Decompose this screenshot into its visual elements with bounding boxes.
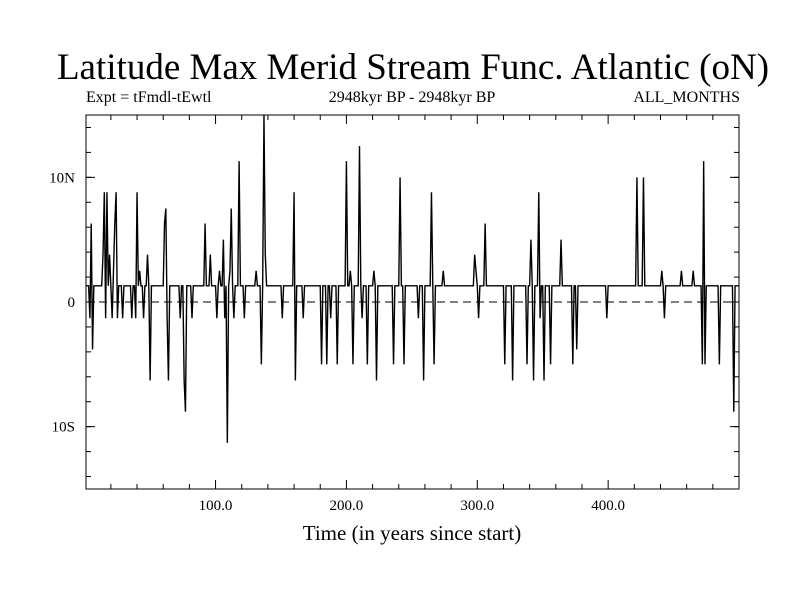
months-label: ALL_MONTHS xyxy=(633,89,740,106)
axis-ticks xyxy=(86,115,739,489)
x-axis-label: Time (in years since start) xyxy=(302,521,522,545)
y-tick-label: 0 xyxy=(68,295,76,311)
chart-title: Latitude Max Merid Stream Func. Atlantic… xyxy=(56,47,770,88)
x-tick-label: 200.0 xyxy=(330,498,364,514)
y-tick-label: 10N xyxy=(49,170,75,186)
period-label: 2948kyr BP - 2948kyr BP xyxy=(328,89,496,106)
axis-tick-labels: 100.0 200.0 300.0 400.0 10N 0 10S xyxy=(49,170,625,514)
data-series xyxy=(86,114,739,443)
experiment-label: Expt = tFmdl-tEwtl xyxy=(86,89,212,106)
series-line xyxy=(86,114,739,443)
x-tick-label: 400.0 xyxy=(591,498,625,514)
x-tick-label: 100.0 xyxy=(199,498,233,514)
x-tick-label: 300.0 xyxy=(460,498,494,514)
y-tick-label: 10S xyxy=(52,420,75,436)
